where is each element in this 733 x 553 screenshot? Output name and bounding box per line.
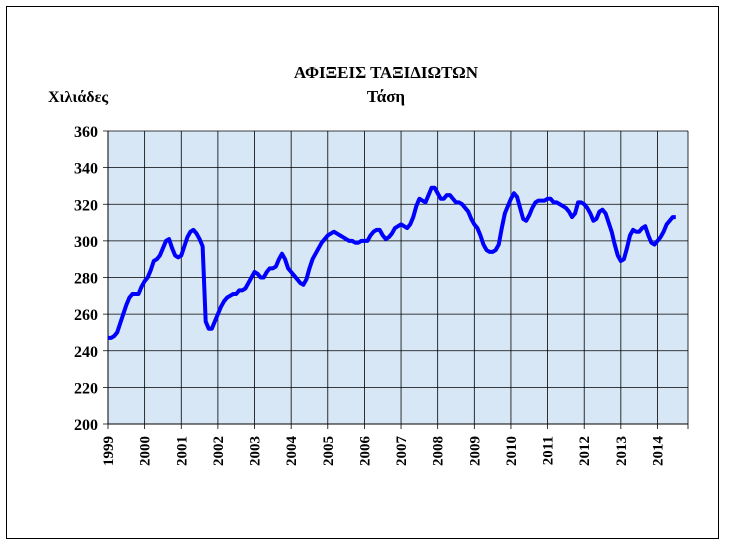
x-tick-label: 2012 bbox=[577, 436, 593, 466]
chart-subtitle: Τάση bbox=[367, 87, 405, 106]
x-tick-label: 2002 bbox=[211, 436, 227, 466]
y-tick-label: 320 bbox=[74, 197, 98, 214]
x-tick-label: 2010 bbox=[504, 436, 520, 466]
y-tick-label: 360 bbox=[74, 124, 98, 141]
y-tick-label: 200 bbox=[74, 417, 98, 434]
x-tick-label: 1999 bbox=[101, 436, 117, 466]
y-tick-label: 260 bbox=[74, 307, 98, 324]
y-tick-label: 340 bbox=[74, 161, 98, 178]
y-tick-label: 300 bbox=[74, 234, 98, 251]
x-tick-label: 2014 bbox=[650, 436, 666, 467]
y-tick-label: 280 bbox=[74, 271, 98, 288]
y-axis-label: Χιλιάδες bbox=[48, 89, 108, 106]
x-tick-label: 2007 bbox=[394, 436, 410, 467]
x-tick-label: 2003 bbox=[248, 436, 264, 466]
x-tick-label: 2000 bbox=[138, 436, 154, 466]
chart-title: ΑΦΙΞΕΙΣ ΤΑΞΙΔΙΩΤΩΝ bbox=[294, 63, 479, 82]
series-line bbox=[108, 185, 676, 340]
x-tick-label: 2004 bbox=[284, 436, 300, 467]
x-tick-label: 2011 bbox=[541, 436, 557, 465]
x-tick-label: 2006 bbox=[357, 436, 373, 467]
y-tick-label: 240 bbox=[74, 344, 98, 361]
x-tick-label: 2005 bbox=[321, 436, 337, 466]
y-tick-label: 220 bbox=[74, 380, 98, 397]
x-tick-label: 2001 bbox=[174, 436, 190, 466]
x-tick-label: 2009 bbox=[467, 436, 483, 466]
x-tick-label: 2013 bbox=[614, 436, 630, 466]
x-tick-label: 2008 bbox=[431, 436, 447, 466]
